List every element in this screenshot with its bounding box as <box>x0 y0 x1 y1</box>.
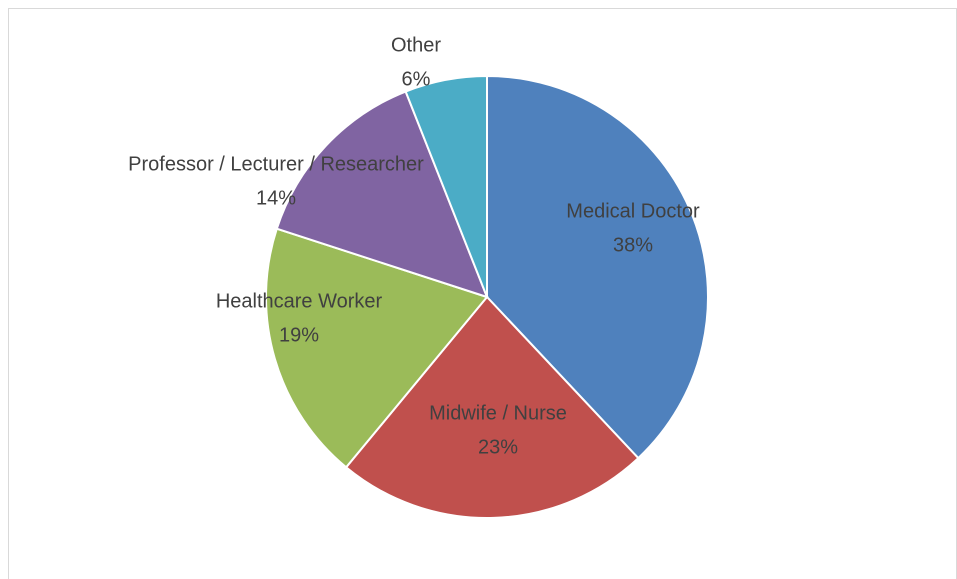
category-label: Healthcare Worker <box>216 290 383 312</box>
pie-slice <box>486 74 709 460</box>
pie-slice <box>404 74 488 298</box>
value-label: 38% <box>613 234 653 256</box>
data-labels: Medical Doctor 38% Midwife / Nurse 23% Healt… <box>128 34 700 458</box>
pie-slice <box>275 90 489 299</box>
category-label: Medical Doctor <box>566 200 700 222</box>
value-label: 14% <box>256 187 296 209</box>
value-label: 6% <box>402 68 431 90</box>
pie-slice <box>265 227 489 469</box>
category-label: Other <box>391 34 441 56</box>
value-label: 19% <box>279 324 319 346</box>
pie-slice <box>344 295 640 519</box>
value-label: 23% <box>478 436 518 458</box>
pie <box>265 74 709 519</box>
category-label: Midwife / Nurse <box>429 402 567 424</box>
category-label: Professor / Lecturer / Researcher <box>128 153 424 175</box>
